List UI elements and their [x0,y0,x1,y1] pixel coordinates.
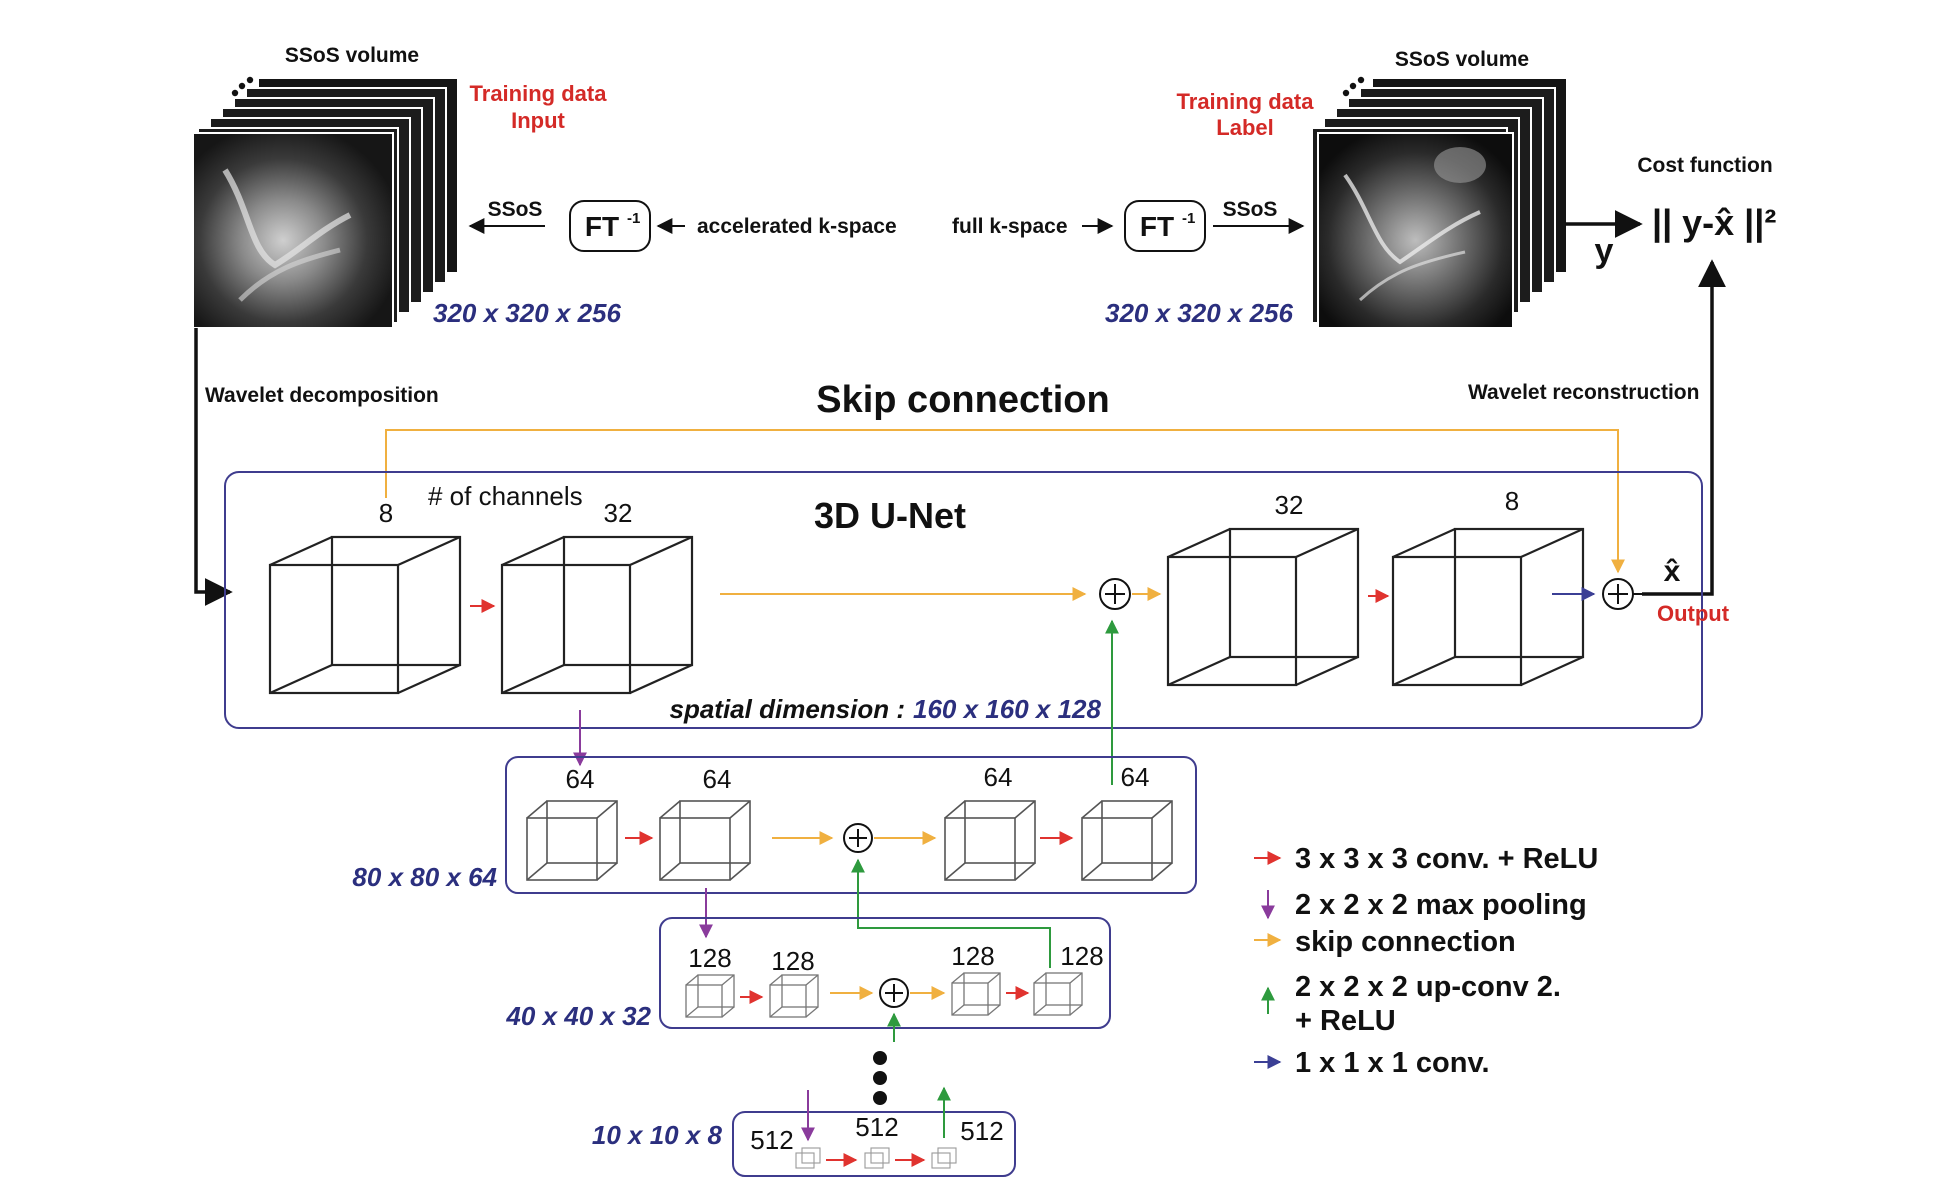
input-volume-title: SSoS volume [285,44,419,67]
level-2-cube-3 [951,972,1001,1016]
label-ft-sup: -1 [1182,210,1195,227]
level-3-box [732,1111,1016,1177]
cost-function-title: Cost function [1637,154,1772,177]
level-2-cube-1 [685,974,735,1018]
level-2-dims: 40 x 40 x 32 [505,1001,651,1031]
input-dims: 320 x 320 x 256 [433,298,621,328]
label-role-line2: Label [1216,115,1273,140]
output-to-cost-arrow [1642,259,1726,596]
input-ft-sup: -1 [627,210,640,227]
accelerated-kspace-label: accelerated k-space [697,215,897,238]
level-1-cube-4 [1081,800,1173,881]
level-1-ch-4: 64 [1121,762,1150,792]
top-cube-4 [1391,527,1585,687]
input-to-unet-arrow [194,328,233,606]
level-2-box [659,917,1111,1029]
level-2-ch-4: 128 [1060,941,1103,971]
skip-connection-title: Skip connection [816,379,1109,421]
label-volume-stack [1311,76,1568,329]
input-role-line2: Input [511,108,565,133]
top-cube-1 [268,535,462,695]
legend-pool-label: 2 x 2 x 2 max pooling [1295,889,1587,921]
y-label: y [1595,232,1614,270]
level-1-box [505,756,1197,894]
top-ch-1: 8 [379,498,393,528]
level-2-cube-2 [769,974,819,1018]
level-2-ch-1: 128 [688,943,731,973]
wavelet-reconstruction-label: Wavelet reconstruction [1468,381,1699,404]
spatial-dimension-value: 160 x 160 x 128 [913,694,1101,724]
level-3-cube-2 [864,1147,890,1169]
legend-upconv-label: 2 x 2 x 2 up-conv 2. [1295,971,1561,1003]
top-ch-3: 32 [1275,490,1304,520]
input-role-line1: Training data [470,81,608,106]
channels-label: # of channels [428,481,583,511]
unet-top-level-box [224,471,1703,729]
level-3-ch-1: 512 [750,1125,793,1155]
unet-title: 3D U-Net [814,495,966,536]
level-2-cube-4 [1033,972,1083,1016]
output-label: Output [1657,601,1730,626]
input-mri-slice [192,132,394,329]
top-cube-3 [1166,527,1360,687]
input-ft-inverse-box: FT -1 [569,200,651,252]
input-ft-main: FT [585,211,619,242]
label-ft-inverse-box: FT -1 [1124,200,1206,252]
wavelet-decomposition-label: Wavelet decomposition [205,384,439,407]
level-1-cube-3 [944,800,1036,881]
legend: 3 x 3 x 3 conv. + ReLU 2 x 2 x 2 max poo… [1254,843,1598,1079]
label-dims: 320 x 320 x 256 [1105,298,1293,328]
ellipsis-dots [873,1051,887,1105]
label-role-line1: Training data [1177,89,1315,114]
legend-skip-label: skip connection [1295,926,1516,958]
legend-upconv-label2: + ReLU [1295,1005,1396,1037]
level-1-cube-1 [526,800,618,881]
top-ch-2: 32 [604,498,633,528]
top-cube-2 [500,535,694,695]
level-1-ch-1: 64 [566,764,595,794]
full-kspace-label: full k-space [952,215,1068,238]
top-ch-4: 8 [1505,486,1519,516]
legend-conv1x1-label: 1 x 1 x 1 conv. [1295,1047,1490,1079]
level-1-cube-2 [659,800,751,881]
level-3-cube-1 [795,1147,821,1169]
level-3-dims: 10 x 10 x 8 [592,1120,723,1150]
level-2-ch-3: 128 [951,941,994,971]
level-1-ch-2: 64 [703,764,732,794]
level-3-ch-3: 512 [960,1116,1003,1146]
xhat-label: x̂ [1664,555,1681,588]
level-3-ch-2: 512 [855,1112,898,1142]
legend-conv-label: 3 x 3 x 3 conv. + ReLU [1295,843,1598,875]
label-ssos-label: SSoS [1223,198,1278,221]
spatial-dimension-label: spatial dimension : [670,694,906,724]
input-ssos-label: SSoS [488,198,543,221]
outer-skip-connection [385,429,1625,574]
level-1-dims: 80 x 80 x 64 [352,862,497,892]
input-volume-stack [192,76,459,329]
level-3-cube-3 [931,1147,957,1169]
label-ft-main: FT [1140,211,1174,242]
level-1-ch-3: 64 [984,762,1013,792]
label-volume-title: SSoS volume [1395,48,1529,71]
level-2-ch-2: 128 [771,946,814,976]
cost-formula: || y-x̂ ||² [1652,202,1776,244]
